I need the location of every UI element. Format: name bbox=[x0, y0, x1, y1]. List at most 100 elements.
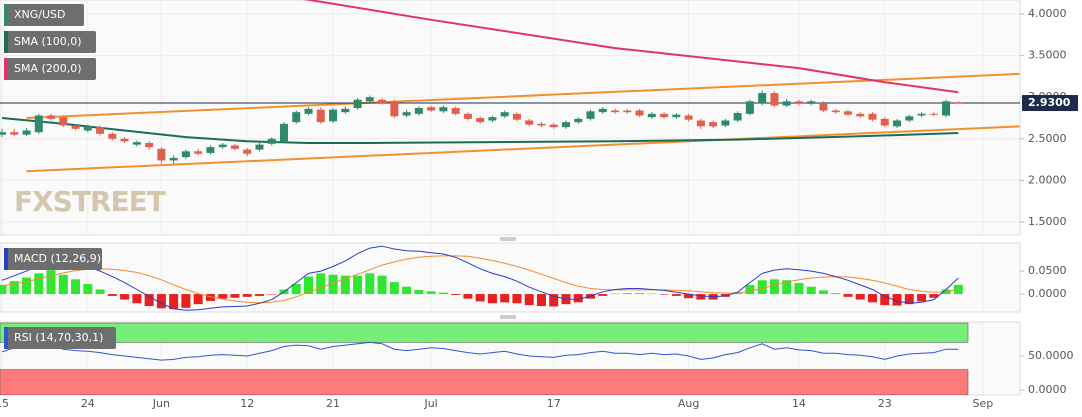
candle-body bbox=[292, 112, 301, 123]
candle-body bbox=[917, 113, 926, 116]
legend-box bbox=[4, 58, 96, 80]
histogram-bar bbox=[671, 294, 681, 296]
histogram-bar bbox=[524, 294, 534, 306]
histogram-bar bbox=[254, 294, 264, 296]
legend-label: SMA (100,0) bbox=[14, 35, 82, 48]
legend-swatch bbox=[4, 31, 8, 53]
candle-body bbox=[574, 118, 583, 123]
candle-body bbox=[942, 101, 951, 116]
candle-body bbox=[427, 107, 436, 111]
histogram-bar bbox=[684, 294, 694, 299]
histogram-bar bbox=[622, 293, 632, 295]
histogram-bar bbox=[83, 283, 93, 295]
histogram-bar bbox=[512, 294, 522, 304]
x-tick-label: 24 bbox=[81, 397, 95, 410]
histogram-bar bbox=[205, 294, 215, 301]
legend-box bbox=[4, 327, 116, 349]
histogram-bar bbox=[855, 294, 865, 300]
y-tick-label: 0.0500 bbox=[1028, 264, 1067, 277]
macd-series bbox=[0, 245, 963, 311]
grid: 4.00003.50003.00002.50002.00001.50000.05… bbox=[0, 0, 1074, 410]
candle-body bbox=[537, 123, 546, 126]
overbought-band bbox=[0, 322, 969, 343]
candle-body bbox=[329, 109, 338, 122]
price-panel bbox=[0, 0, 1021, 236]
candle-body bbox=[279, 123, 288, 142]
candle-body bbox=[145, 142, 154, 148]
candle-body bbox=[365, 97, 374, 102]
candle-body bbox=[525, 120, 534, 125]
sma-line bbox=[1, 117, 959, 144]
candle-body bbox=[230, 145, 239, 149]
candle-body bbox=[132, 142, 141, 145]
histogram-bar bbox=[242, 294, 252, 297]
candle-body bbox=[512, 113, 521, 120]
separator-handle[interactable] bbox=[500, 315, 516, 319]
candle-body bbox=[893, 120, 902, 127]
histogram-bar bbox=[389, 282, 399, 295]
legend-swatch bbox=[4, 248, 8, 270]
candle-body bbox=[782, 101, 791, 106]
y-tick-label: 2.0000 bbox=[1028, 173, 1067, 186]
oversold-band bbox=[0, 369, 969, 395]
histogram-bar bbox=[696, 294, 706, 300]
candle-body bbox=[733, 113, 742, 121]
candle-body bbox=[341, 108, 350, 113]
candle-body bbox=[10, 132, 19, 135]
histogram-bar bbox=[745, 284, 755, 295]
separator-handle[interactable] bbox=[500, 237, 516, 241]
histogram-bar bbox=[34, 273, 44, 295]
candle-body bbox=[709, 122, 718, 127]
candle-body bbox=[684, 115, 693, 120]
histogram-bar bbox=[806, 286, 816, 295]
candle-body bbox=[439, 107, 448, 112]
legend-box bbox=[4, 31, 96, 53]
x-tick-label: 21 bbox=[326, 397, 340, 410]
candle-body bbox=[831, 110, 840, 113]
y-tick-label: 3.5000 bbox=[1028, 49, 1067, 62]
histogram-bar bbox=[414, 289, 424, 295]
histogram-bar bbox=[156, 294, 166, 309]
candle-body bbox=[22, 130, 31, 135]
histogram-bar bbox=[794, 283, 804, 295]
candle-body bbox=[463, 113, 472, 119]
candle-body bbox=[929, 113, 938, 115]
histogram-bar bbox=[181, 294, 191, 308]
candle-body bbox=[96, 127, 105, 134]
y-tick-label: 0.0000 bbox=[1028, 383, 1067, 396]
candle-body bbox=[316, 109, 325, 123]
legend-swatch bbox=[4, 327, 8, 349]
candle-body bbox=[819, 103, 828, 111]
histogram-bar bbox=[304, 276, 314, 295]
candle-body bbox=[451, 108, 460, 114]
histogram-bar bbox=[904, 294, 914, 305]
histogram-bar bbox=[917, 294, 927, 302]
candle-body bbox=[954, 102, 963, 104]
candle-body bbox=[243, 149, 252, 154]
histogram-bar bbox=[451, 294, 461, 295]
histogram-bar bbox=[230, 294, 240, 298]
candle-body bbox=[807, 101, 816, 104]
histogram-bar bbox=[402, 286, 412, 295]
candle-body bbox=[905, 116, 914, 121]
watermark: FXSTREET bbox=[14, 185, 166, 218]
candle-body bbox=[353, 99, 362, 109]
candle-body bbox=[390, 101, 399, 117]
histogram-bar bbox=[267, 294, 277, 295]
candle-body bbox=[378, 99, 387, 104]
histogram-bar bbox=[892, 294, 902, 306]
histogram-bar bbox=[953, 284, 963, 295]
candle-body bbox=[414, 108, 423, 114]
candle-body bbox=[488, 117, 497, 121]
x-tick-label: Sep bbox=[972, 397, 993, 410]
last-price-box bbox=[1022, 95, 1078, 112]
candle-body bbox=[843, 111, 852, 115]
histogram-bar bbox=[193, 294, 203, 305]
candle-body bbox=[402, 112, 411, 116]
x-tick-label: 14 bbox=[792, 397, 806, 410]
histogram-bar bbox=[831, 293, 841, 295]
histogram-bar bbox=[500, 294, 510, 303]
histogram-bar bbox=[22, 277, 32, 295]
candle-body bbox=[660, 113, 669, 118]
histogram-bar bbox=[438, 292, 448, 295]
